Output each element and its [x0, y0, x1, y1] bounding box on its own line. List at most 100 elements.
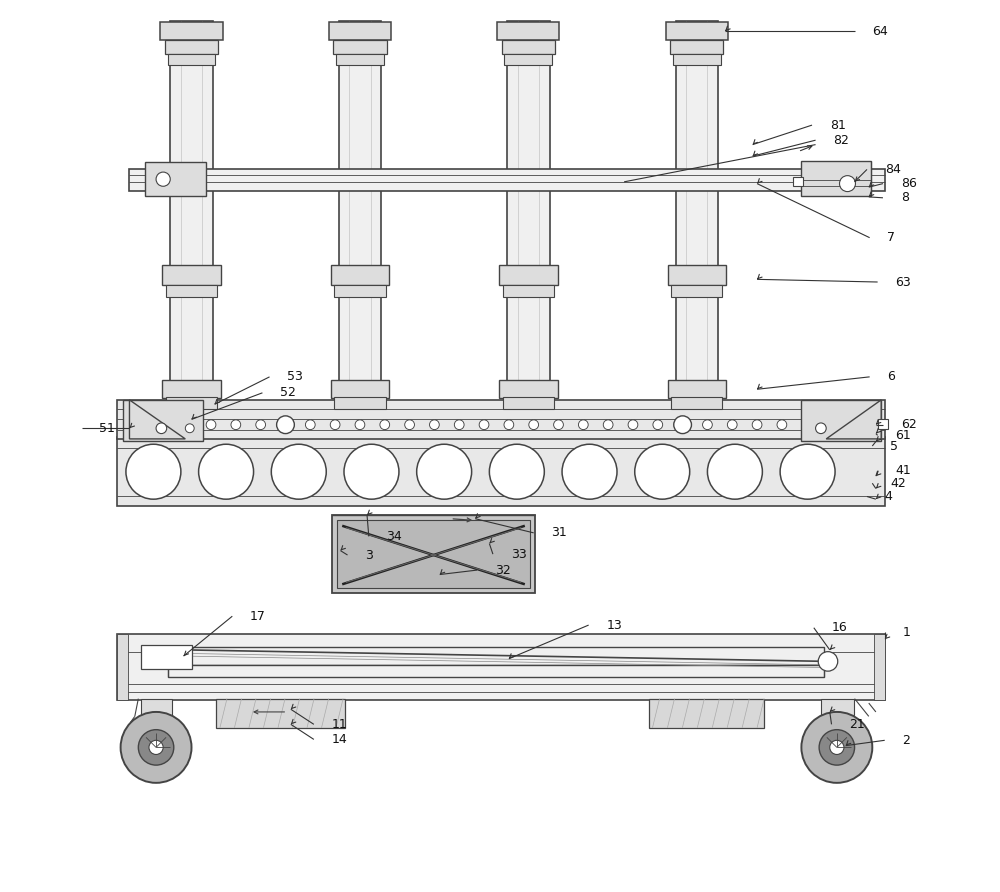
Circle shape — [277, 416, 294, 434]
Bar — [334, 397, 386, 409]
Text: 3: 3 — [365, 549, 373, 562]
Circle shape — [256, 420, 266, 430]
Circle shape — [830, 740, 844, 755]
Bar — [878, 418, 888, 429]
Bar — [503, 397, 554, 409]
Circle shape — [827, 420, 836, 430]
Circle shape — [578, 420, 588, 430]
Text: 1: 1 — [902, 625, 910, 639]
Text: 8: 8 — [901, 191, 909, 204]
Bar — [141, 645, 192, 669]
Circle shape — [819, 730, 855, 765]
Circle shape — [489, 444, 544, 500]
Bar — [507, 21, 550, 400]
Text: 31: 31 — [551, 526, 567, 540]
Bar — [504, 54, 552, 65]
Bar — [331, 265, 389, 285]
Circle shape — [628, 420, 638, 430]
Circle shape — [816, 423, 826, 434]
Bar — [671, 285, 722, 297]
Bar — [337, 520, 530, 588]
Bar — [332, 516, 535, 593]
Circle shape — [199, 444, 254, 500]
Text: 4: 4 — [885, 490, 893, 503]
Circle shape — [603, 420, 613, 430]
Circle shape — [504, 420, 514, 430]
Text: 82: 82 — [833, 134, 849, 146]
Bar — [168, 648, 824, 665]
Circle shape — [454, 420, 464, 430]
Text: 53: 53 — [287, 370, 303, 384]
Bar — [821, 698, 854, 714]
Text: 42: 42 — [890, 476, 906, 490]
Circle shape — [529, 420, 539, 430]
Bar — [329, 22, 391, 40]
Text: 6: 6 — [887, 370, 895, 384]
Text: 52: 52 — [280, 386, 296, 400]
Text: 51: 51 — [99, 422, 115, 434]
Bar — [670, 40, 723, 54]
Text: 63: 63 — [895, 276, 911, 288]
Text: 84: 84 — [885, 163, 901, 176]
Bar — [676, 21, 718, 400]
Bar — [216, 698, 345, 728]
Circle shape — [635, 444, 690, 500]
Text: 5: 5 — [890, 440, 898, 452]
Text: 62: 62 — [901, 418, 916, 431]
Circle shape — [185, 424, 194, 433]
Bar — [673, 54, 721, 65]
Bar — [874, 634, 885, 700]
Circle shape — [777, 420, 787, 430]
Circle shape — [157, 420, 166, 430]
Polygon shape — [826, 400, 881, 439]
Circle shape — [430, 420, 439, 430]
Circle shape — [121, 712, 192, 783]
Circle shape — [678, 420, 687, 430]
Circle shape — [674, 416, 691, 434]
Bar — [117, 634, 885, 700]
Text: 64: 64 — [872, 25, 888, 37]
Circle shape — [231, 420, 241, 430]
Text: 17: 17 — [250, 610, 266, 623]
Text: 7: 7 — [887, 231, 895, 244]
Text: 81: 81 — [830, 119, 846, 132]
Text: 34: 34 — [387, 530, 402, 543]
Bar — [334, 285, 386, 297]
Circle shape — [818, 652, 838, 671]
Circle shape — [206, 420, 216, 430]
Text: 21: 21 — [849, 718, 865, 731]
Bar — [497, 22, 559, 40]
Circle shape — [281, 420, 290, 430]
Circle shape — [181, 420, 191, 430]
Bar — [117, 437, 885, 507]
Bar — [502, 40, 555, 54]
Circle shape — [405, 420, 414, 430]
Circle shape — [707, 444, 762, 500]
Bar — [145, 162, 206, 196]
Circle shape — [802, 420, 812, 430]
Text: 33: 33 — [511, 548, 526, 561]
Bar — [168, 665, 824, 677]
Circle shape — [851, 420, 861, 430]
Bar — [162, 380, 221, 398]
Circle shape — [840, 176, 855, 192]
Circle shape — [752, 420, 762, 430]
Circle shape — [703, 420, 712, 430]
Circle shape — [554, 420, 563, 430]
Bar — [165, 40, 218, 54]
Text: 11: 11 — [332, 718, 347, 731]
Bar — [160, 22, 223, 40]
Text: 61: 61 — [895, 429, 911, 442]
Text: 32: 32 — [495, 564, 510, 576]
Text: 86: 86 — [901, 178, 917, 190]
Bar — [129, 169, 885, 191]
Text: 13: 13 — [606, 618, 622, 632]
Bar — [793, 178, 803, 186]
Bar — [499, 380, 558, 398]
Bar — [162, 265, 221, 285]
Bar — [503, 285, 554, 297]
Bar — [666, 22, 728, 40]
Circle shape — [479, 420, 489, 430]
Circle shape — [156, 423, 167, 434]
Polygon shape — [129, 400, 185, 439]
